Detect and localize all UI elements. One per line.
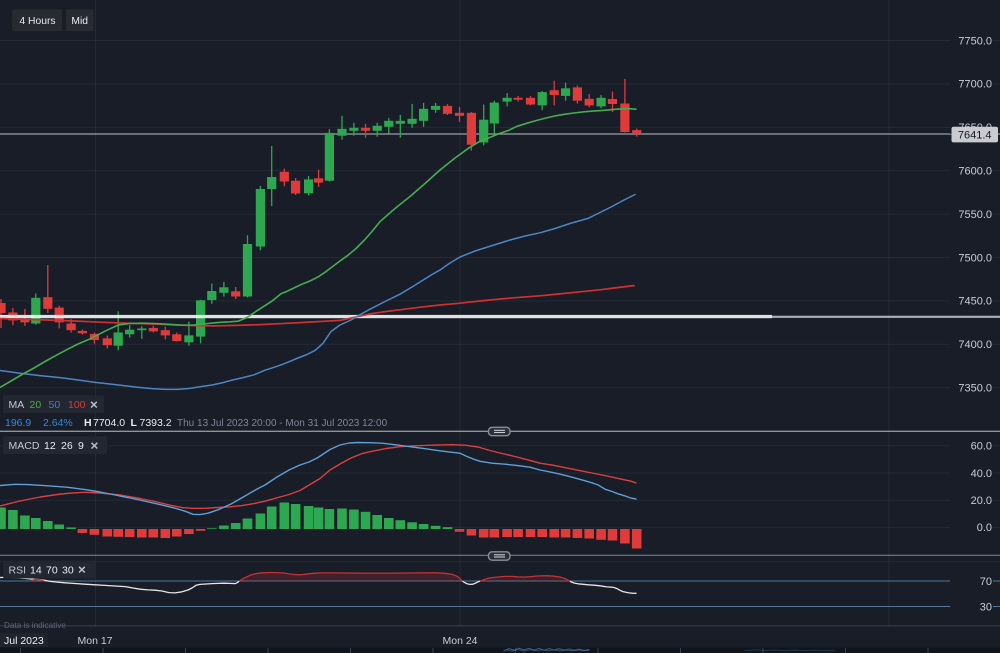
svg-text:Mid: Mid — [71, 16, 88, 27]
svg-text:✕: ✕ — [90, 399, 99, 411]
svg-text:20: 20 — [30, 399, 42, 411]
svg-text:196.9: 196.9 — [5, 417, 31, 429]
svg-text:✕: ✕ — [78, 565, 87, 577]
svg-text:7393.2: 7393.2 — [140, 417, 172, 429]
svg-text:60.0: 60.0 — [971, 441, 992, 453]
svg-text:7450.0: 7450.0 — [958, 296, 992, 308]
svg-text:7704.0: 7704.0 — [93, 417, 125, 429]
svg-text:30: 30 — [980, 601, 992, 613]
svg-text:MACD: MACD — [9, 440, 40, 452]
svg-text:Mon 17: Mon 17 — [77, 635, 112, 647]
svg-text:0.0: 0.0 — [977, 522, 992, 534]
svg-text:RSI: RSI — [9, 564, 27, 576]
svg-text:100: 100 — [68, 399, 86, 411]
svg-text:7600.0: 7600.0 — [958, 166, 992, 178]
svg-text:7550.0: 7550.0 — [958, 209, 992, 221]
svg-text:70: 70 — [980, 576, 992, 588]
svg-text:40.0: 40.0 — [971, 468, 992, 480]
svg-text:Thu 13 Jul 2023 20:00 - Mon 31: Thu 13 Jul 2023 20:00 - Mon 31 Jul 2023 … — [177, 418, 388, 429]
svg-text:20.0: 20.0 — [971, 495, 992, 507]
svg-text:7350.0: 7350.0 — [958, 383, 992, 395]
svg-text:7500.0: 7500.0 — [958, 252, 992, 264]
svg-text:26: 26 — [61, 440, 73, 452]
svg-text:Mon 24: Mon 24 — [442, 635, 477, 647]
svg-text:7700.0: 7700.0 — [958, 79, 992, 91]
svg-text:H: H — [84, 417, 92, 429]
svg-text:L: L — [131, 417, 138, 429]
svg-text:2.64%: 2.64% — [43, 417, 73, 429]
svg-text:7641.4: 7641.4 — [958, 130, 992, 142]
svg-text:Data is indicative: Data is indicative — [4, 621, 66, 630]
svg-text:✕: ✕ — [90, 440, 99, 452]
svg-text:30: 30 — [62, 564, 74, 576]
svg-text:70: 70 — [46, 564, 58, 576]
svg-text:Jul 2023: Jul 2023 — [4, 635, 44, 647]
svg-text:50: 50 — [49, 399, 61, 411]
svg-text:7400.0: 7400.0 — [958, 339, 992, 351]
svg-text:12: 12 — [44, 440, 56, 452]
svg-text:9: 9 — [78, 440, 84, 452]
svg-text:7750.0: 7750.0 — [958, 35, 992, 47]
svg-text:14: 14 — [30, 564, 42, 576]
svg-text:MA: MA — [9, 399, 25, 411]
svg-text:4 Hours: 4 Hours — [19, 16, 55, 27]
